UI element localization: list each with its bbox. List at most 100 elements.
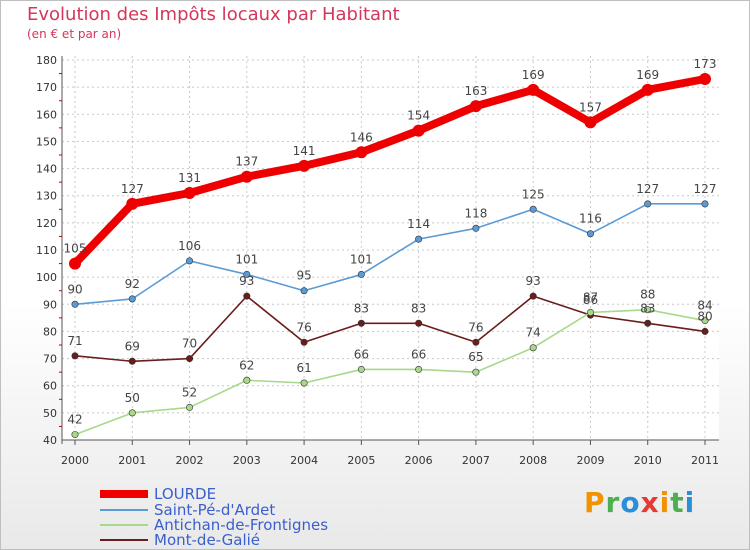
logo-letter: i: [659, 486, 671, 519]
data-point: [69, 257, 81, 270]
data-point: [699, 73, 711, 85]
x-tick-label: 2000: [61, 454, 89, 467]
data-label: 80: [697, 309, 712, 323]
y-tick-label: 170: [36, 81, 57, 94]
data-point: [357, 365, 365, 373]
data-point: [300, 338, 308, 346]
series-line-2: [74, 308, 706, 436]
y-tick-label: 140: [36, 163, 57, 176]
data-label: 71: [67, 334, 82, 348]
data-label: 86: [583, 293, 598, 307]
legend-label: LOURDE: [154, 485, 217, 503]
y-tick-label: 70: [43, 353, 57, 366]
data-point: [128, 409, 136, 417]
y-tick-label: 150: [36, 135, 57, 148]
data-label: 93: [239, 274, 254, 288]
data-label: 169: [522, 68, 545, 82]
data-label: 173: [694, 57, 717, 71]
data-label: 87: [583, 290, 598, 304]
y-tick-label: 40: [43, 434, 57, 447]
data-point: [701, 327, 709, 335]
data-label: 83: [354, 301, 369, 315]
y-tick-label: 90: [43, 298, 57, 311]
legend-swatch-mont-de-galie: [100, 539, 148, 541]
data-label: 105: [64, 242, 87, 256]
y-tick-label: 50: [43, 407, 57, 420]
data-point: [186, 355, 194, 363]
data-label: 163: [464, 84, 487, 98]
x-tick-label: 2009: [576, 454, 604, 467]
data-point: [529, 292, 537, 300]
y-tick-label: 160: [36, 108, 57, 121]
data-label: 76: [296, 320, 311, 334]
data-point: [415, 235, 423, 243]
data-point: [701, 317, 709, 325]
data-label: 157: [579, 100, 602, 114]
data-point: [644, 319, 652, 327]
data-point: [357, 319, 365, 327]
data-label: 101: [235, 252, 258, 266]
data-label: 154: [407, 109, 430, 123]
data-label: 118: [464, 206, 487, 220]
x-tick-label: 2002: [176, 454, 204, 467]
chart-title: Evolution des Impôts locaux par Habitant: [27, 4, 400, 25]
x-tick-label: 2011: [691, 454, 719, 467]
data-point: [415, 319, 423, 327]
x-tick-label: 2004: [290, 454, 318, 467]
data-label: 84: [697, 299, 712, 313]
data-label: 62: [239, 358, 254, 372]
data-label: 52: [182, 385, 197, 399]
data-label: 116: [579, 212, 602, 226]
y-tick-label: 130: [36, 190, 57, 203]
data-label: 83: [640, 301, 655, 315]
legend-item-saint-pe-d-ardet: Saint-Pé-d'Ardet: [100, 501, 276, 519]
data-point: [71, 431, 79, 439]
y-tick-label: 100: [36, 271, 57, 284]
data-point: [472, 224, 480, 232]
data-label: 106: [178, 239, 201, 253]
data-point: [644, 306, 652, 314]
data-label: 114: [407, 217, 430, 231]
y-tick-label: 180: [36, 54, 57, 67]
legend-item-antichan-de-frontignes: Antichan-de-Frontignes: [100, 516, 328, 534]
series-line-3: [74, 295, 706, 363]
legend-label: Mont-de-Galié: [154, 531, 261, 549]
data-point: [469, 100, 482, 113]
data-point: [126, 197, 139, 210]
y-tick-label: 60: [43, 380, 57, 393]
y-tick-label: 80: [43, 325, 57, 338]
logo-letter: x: [640, 486, 660, 519]
legend-swatch-saint-pe-d-ardet: [100, 509, 148, 511]
legend-swatch-antichan-de-frontignes: [100, 524, 148, 526]
y-tick-label: 110: [36, 244, 57, 257]
data-label: 125: [522, 187, 545, 201]
x-tick-label: 2005: [347, 454, 375, 467]
legend-item-mont-de-galie: Mont-de-Galié: [100, 531, 261, 549]
data-label: 93: [526, 274, 541, 288]
data-label: 88: [640, 288, 655, 302]
data-point: [529, 344, 537, 352]
plot-area: [62, 56, 719, 440]
data-point: [527, 83, 540, 96]
data-point: [128, 357, 136, 365]
data-label: 95: [296, 269, 311, 283]
data-point: [355, 146, 368, 159]
chart-subtitle: (en € et par an): [27, 27, 122, 41]
data-label: 137: [235, 155, 258, 169]
logo-letter: r: [605, 486, 621, 519]
data-label: 127: [694, 182, 717, 196]
logo-letter: o: [620, 486, 641, 519]
legend-label: Saint-Pé-d'Ardet: [154, 501, 276, 519]
logo-letter: i: [684, 486, 696, 519]
data-label: 90: [67, 282, 82, 296]
data-label: 65: [468, 350, 483, 364]
data-label: 169: [636, 68, 659, 82]
data-label: 131: [178, 171, 201, 185]
data-point: [586, 308, 594, 316]
data-label: 127: [636, 182, 659, 196]
proxiti-logo: Proxiti: [584, 486, 695, 519]
x-tick-label: 2008: [519, 454, 547, 467]
data-label: 69: [125, 339, 140, 353]
series-line-1: [74, 203, 706, 306]
data-point: [128, 295, 136, 303]
